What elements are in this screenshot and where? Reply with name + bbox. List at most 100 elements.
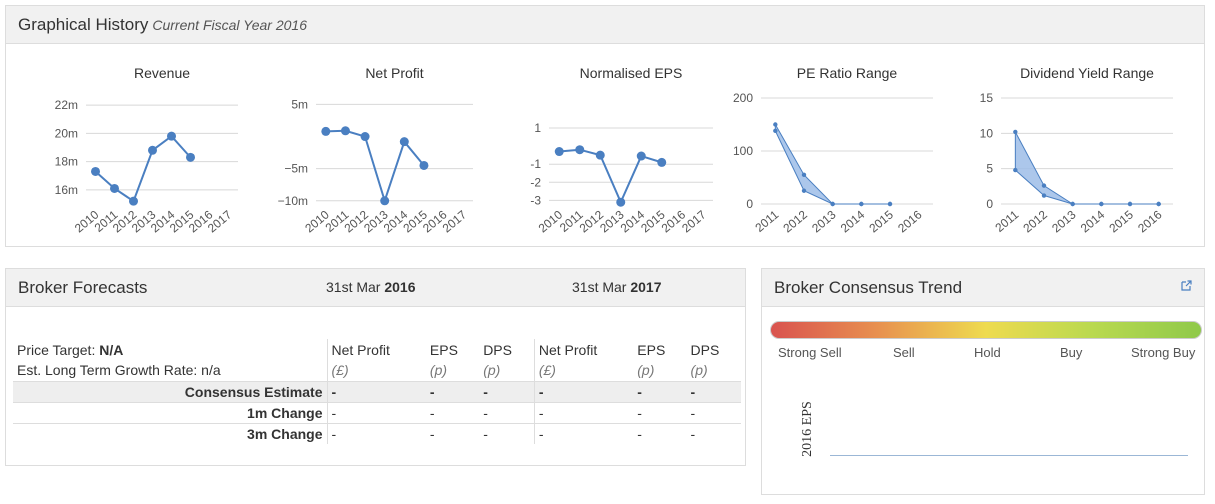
table-cell: - xyxy=(326,380,426,402)
eps-axis: 2016 EPS xyxy=(800,389,822,469)
revenue-chart: Revenue16m18m20m22m201020112012201320142… xyxy=(55,65,238,235)
scale-strong-sell: Strong Sell xyxy=(778,345,842,360)
x-tick-label: 2017 xyxy=(679,207,709,235)
table-cell: - xyxy=(633,422,687,444)
broker-forecasts-header: Broker Forecasts 31st Mar 2016 31st Mar … xyxy=(6,269,745,307)
3m-change-label: 3m Change xyxy=(13,422,327,444)
y-tick-label: -1 xyxy=(530,157,541,171)
table-cell: - xyxy=(686,380,741,402)
growth-rate: Est. Long Term Growth Rate: n/a xyxy=(17,362,221,379)
table-row: Consensus Estimate - - - - - - xyxy=(13,380,741,402)
table-row: 1m Change - - - - - - xyxy=(13,401,741,423)
column-unit: (£) xyxy=(326,360,426,381)
range-area xyxy=(1014,131,1159,205)
x-tick-label: 2016 xyxy=(1135,207,1165,235)
broker-consensus-title: Broker Consensus Trend xyxy=(774,278,963,297)
data-point xyxy=(616,197,626,207)
table-cell: - xyxy=(686,422,741,444)
consensus-gradient-bar xyxy=(770,321,1202,339)
table-cell: - xyxy=(479,401,535,423)
data-point-high xyxy=(1041,183,1047,188)
data-point xyxy=(554,147,564,157)
table-cell: - xyxy=(686,401,741,423)
y-tick-label: 0 xyxy=(746,197,753,211)
column-unit: (p) xyxy=(637,362,655,379)
external-link-icon[interactable] xyxy=(1181,280,1192,291)
data-point-low xyxy=(1070,201,1075,207)
y-tick-label: −10m xyxy=(278,194,308,208)
table-cell: - xyxy=(479,422,535,444)
table-row: Est. Long Term Growth Rate: n/a (£) (p) … xyxy=(13,360,741,381)
column-unit: (p) xyxy=(690,362,708,379)
column-unit: (£) xyxy=(533,360,634,381)
data-point-low xyxy=(859,201,864,207)
table-cell: - xyxy=(425,380,480,402)
data-point xyxy=(167,131,176,141)
y-tick-label: 22m xyxy=(55,98,78,112)
graphical-history-subtitle: Current Fiscal Year 2016 xyxy=(152,17,307,33)
column-unit: (p) xyxy=(483,362,501,379)
data-point-low xyxy=(1156,201,1161,207)
data-point-low xyxy=(801,188,807,193)
series-line xyxy=(559,148,663,205)
scale-hold: Hold xyxy=(974,345,1001,360)
price-target-value: N/A xyxy=(99,341,124,358)
x-tick-label: 2014 xyxy=(838,207,868,235)
data-point-high xyxy=(1013,129,1018,135)
data-point-low xyxy=(830,201,835,207)
table-cell: - xyxy=(479,380,535,402)
x-tick-label: 2011 xyxy=(752,207,781,235)
chart-title: Net Profit xyxy=(365,65,423,81)
table-cell: - xyxy=(533,401,634,423)
x-tick-label: 2015 xyxy=(1106,207,1136,235)
series-line xyxy=(325,129,425,205)
panel-title: Graphical History Current Fiscal Year 201… xyxy=(18,15,307,35)
y-tick-label: 15 xyxy=(980,91,994,105)
data-point xyxy=(91,166,100,176)
consensus-trend-line xyxy=(830,455,1188,456)
normalised-eps-chart: Normalised EPS1-1-2-32010201120122013201… xyxy=(530,65,713,235)
table-row: Price Target: N/A Net Profit EPS DPS Net… xyxy=(13,339,741,360)
table-row: 3m Change - - - - - - xyxy=(13,422,741,444)
data-point-low xyxy=(1013,167,1018,173)
series-line xyxy=(94,134,192,203)
x-tick-label: 2016 xyxy=(895,207,925,235)
broker-consensus-panel: Broker Consensus Trend Strong Sell Sell … xyxy=(761,268,1205,495)
forecast-table: Price Target: N/A Net Profit EPS DPS Net… xyxy=(13,339,741,444)
column-header: EPS xyxy=(637,341,666,358)
broker-consensus-header: Broker Consensus Trend xyxy=(762,269,1204,307)
date-year: 2017 xyxy=(630,279,662,295)
x-tick-label: 2012 xyxy=(780,207,810,235)
x-tick-label: 2013 xyxy=(1049,207,1079,235)
1m-change-label: 1m Change xyxy=(13,401,327,423)
column-header: Net Profit xyxy=(326,339,426,360)
range-area xyxy=(774,122,890,205)
price-target: Price Target: N/A xyxy=(13,339,327,360)
data-point xyxy=(399,137,409,147)
x-tick-label: 2012 xyxy=(1020,207,1050,235)
data-point xyxy=(575,145,585,155)
consensus-estimate-label: Consensus Estimate xyxy=(13,380,327,402)
data-point xyxy=(340,126,350,136)
data-point xyxy=(657,157,667,167)
date-prefix: 31st Mar xyxy=(572,279,631,295)
x-tick-label: 2013 xyxy=(809,207,839,235)
data-point xyxy=(360,132,370,142)
broker-forecasts-panel: Broker Forecasts 31st Mar 2016 31st Mar … xyxy=(5,268,746,466)
table-cell: - xyxy=(633,401,687,423)
data-point xyxy=(419,160,429,170)
data-point-low xyxy=(887,201,893,207)
table-cell: - xyxy=(633,380,687,402)
broker-forecasts-title: Broker Forecasts xyxy=(18,278,148,297)
table-cell: - xyxy=(533,422,634,444)
y-tick-label: 18m xyxy=(55,155,78,169)
y-tick-label: 10 xyxy=(980,126,994,140)
data-point xyxy=(148,145,157,155)
data-point xyxy=(380,196,390,206)
table-cell: - xyxy=(425,401,480,423)
x-tick-label: 2017 xyxy=(440,207,470,235)
external-link-icon[interactable] xyxy=(1181,279,1192,294)
table-cell: - xyxy=(533,380,634,402)
x-tick-label: 2014 xyxy=(1078,207,1108,235)
